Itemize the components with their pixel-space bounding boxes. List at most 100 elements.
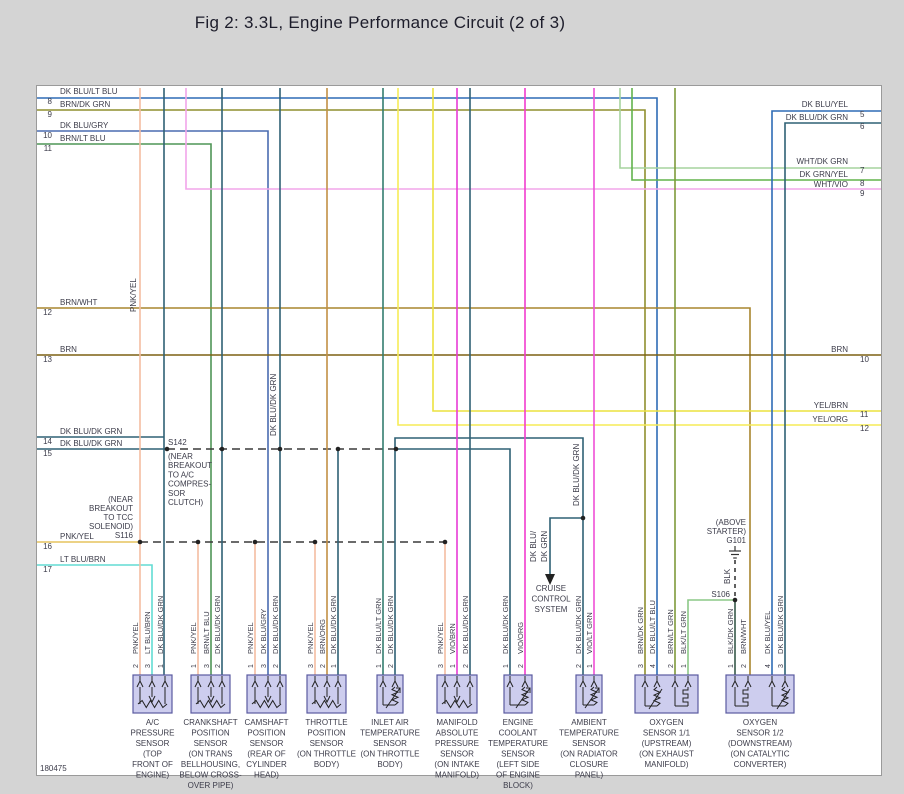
pin-number: 4 (765, 664, 772, 668)
sensor-label-crankshaft-position-sensor: OVER PIPE) (188, 781, 234, 790)
splice-dot (219, 446, 225, 452)
pin-wire-label: LT BLU/BRN (143, 611, 152, 654)
wire-cruise-branch (549, 517, 583, 574)
pin-wire-label: DK BLU/DK GRN (156, 596, 165, 654)
pin-wire-label: DK BLU/DK GRN (776, 596, 785, 654)
sensor-label-manifold-absolute-pressure-sensor: MANIFOLD) (435, 771, 479, 780)
pin-wire-label: DK BLU/GRY (259, 609, 268, 654)
circuit-number-left: 12 (43, 308, 52, 317)
splice-dot (393, 446, 399, 452)
splice-dot (277, 446, 283, 452)
figure-title-bar: Fig 2: 3.3L, Engine Performance Circuit … (0, 0, 760, 46)
pin-arrow (218, 679, 226, 688)
wire-ckt17-ltblu-brn (37, 564, 153, 675)
splice-dot (442, 539, 448, 545)
pin-arrow (264, 679, 272, 688)
wire-label: DK GRN/YEL (800, 170, 849, 179)
note-text: S142 (168, 438, 187, 447)
sensor-label-oxygen-sensor-1-2: OXYGEN (743, 718, 777, 727)
wire-label: BRN/LT BLU (60, 134, 106, 143)
sensor-label-manifold-absolute-pressure-sensor: PRESSURE (435, 739, 479, 748)
circuit-number-left: 16 (43, 542, 52, 551)
sensor-label-crankshaft-position-sensor: BELOW CROSS- (179, 771, 242, 780)
pin-wire-label: BRN/WHT (739, 619, 748, 654)
splice-dot (312, 539, 318, 545)
sensor-label-oxygen-sensor-1-1: SENSOR 1/1 (643, 729, 691, 738)
wire-label: YEL/BRN (814, 401, 848, 410)
sensor-label-inlet-air-temperature-sensor: TEMPERATURE (360, 729, 420, 738)
pin-wire-label: BLK/LT GRN (679, 611, 688, 654)
circuit-number-left: 13 (43, 355, 52, 364)
sensor-label-oxygen-sensor-1-1: (ON EXHAUST (639, 750, 694, 759)
pin-arrow (379, 679, 387, 688)
circuit-number-left: 8 (48, 97, 53, 106)
sensor-label-crankshaft-position-sensor: POSITION (191, 729, 229, 738)
splice-dot (164, 446, 170, 452)
note-text: CRUISE (536, 584, 566, 593)
sensor-label-ac-pressure-sensor: SENSOR (136, 739, 170, 748)
pin-wire-label: DK BLU/LT GRN (374, 598, 383, 654)
sensor-label-oxygen-sensor-1-1: MANIFOLD) (645, 760, 689, 769)
pin-arrow (641, 679, 649, 688)
pin-number: 1 (450, 664, 457, 668)
sensor-label-inlet-air-temperature-sensor: SENSOR (373, 739, 407, 748)
sensor-label-engine-coolant-temperature-sensor: COOLANT (499, 729, 538, 738)
pin-number: 1 (728, 664, 735, 668)
sensor-label-throttle-position-sensor: (ON THROTTLE (297, 750, 356, 759)
pin-number: 3 (638, 664, 645, 668)
sensor-label-throttle-position-sensor: SENSOR (310, 739, 344, 748)
wire-label: WHT/DK GRN (796, 157, 848, 166)
pin-arrow (768, 679, 776, 688)
pin-wire-label: VIO/ORG (516, 622, 525, 654)
splice-dot (137, 539, 143, 545)
sensor-label-ambient-temperature-sensor: PANEL) (575, 771, 604, 780)
note-text: CLUTCH) (168, 498, 203, 507)
wire-o2-downstream-signal (784, 122, 881, 675)
sensor-label-engine-coolant-temperature-sensor: BLOCK) (503, 781, 533, 790)
circuit-number-right: 8 (860, 179, 865, 188)
wire-label: DK BLU/YEL (802, 100, 849, 109)
sensor-resistor (441, 699, 473, 709)
wire-ckt10-dkblu-gry (37, 130, 269, 675)
sensor-label-camshaft-position-sensor: POSITION (247, 729, 285, 738)
pin-number: 2 (741, 664, 748, 668)
note-text: (ABOVE (716, 518, 746, 527)
wire-ckt11r-yel-brn (432, 88, 881, 412)
pin-wire-label: PNK/YEL (306, 622, 315, 654)
thermistor-arrow-head (396, 687, 401, 693)
pin-wire-label: DK BLU/DK GRN (213, 596, 222, 654)
pin-wire-label: DK BLU/DK GRN (329, 596, 338, 654)
wire-ckt12r-yel-org (397, 88, 881, 426)
pin-wire-label: PNK/YEL (246, 622, 255, 654)
pin-number: 2 (388, 664, 395, 668)
sensor-label-throttle-position-sensor: BODY) (314, 760, 340, 769)
wiper-arrow (207, 695, 215, 704)
pin-arrow (590, 679, 598, 688)
wiper-arrow (323, 695, 331, 704)
wire-coolant-gnd-feed (396, 448, 511, 675)
wire-label: BRN/WHT (60, 298, 97, 307)
thermistor-arrow-head (526, 687, 531, 693)
pin-number: 1 (331, 664, 338, 668)
sensor-label-camshaft-position-sensor: CYLINDER (246, 760, 287, 769)
pin-number: 3 (261, 664, 268, 668)
circuit-number-right: 6 (860, 122, 865, 131)
wire-label: YEL/ORG (812, 415, 848, 424)
pin-wire-label: VIO/BRN (448, 623, 457, 654)
pin-number: 2 (215, 664, 222, 668)
sensor-resistor (311, 699, 342, 709)
sensor-box-oxygen-sensor-1-1 (634, 674, 699, 714)
wiper-arrow (264, 695, 272, 704)
sensor-label-camshaft-position-sensor: SENSOR (250, 739, 284, 748)
wire-label: DK BLU/DK GRN (60, 439, 122, 448)
thermistor-arrow (385, 687, 401, 709)
sensor-box-ambient-temperature-sensor (575, 674, 603, 714)
wire-ckt8-dkblu-ltblu (37, 97, 658, 675)
pin-arrow (744, 679, 752, 688)
pin-number: 2 (668, 664, 675, 668)
pin-number: 2 (576, 664, 583, 668)
circuit-number-right: 12 (860, 424, 869, 433)
wire-label: DK BLU/LT BLU (60, 87, 118, 96)
pin-arrow (391, 679, 399, 688)
pin-number: 1 (503, 664, 510, 668)
